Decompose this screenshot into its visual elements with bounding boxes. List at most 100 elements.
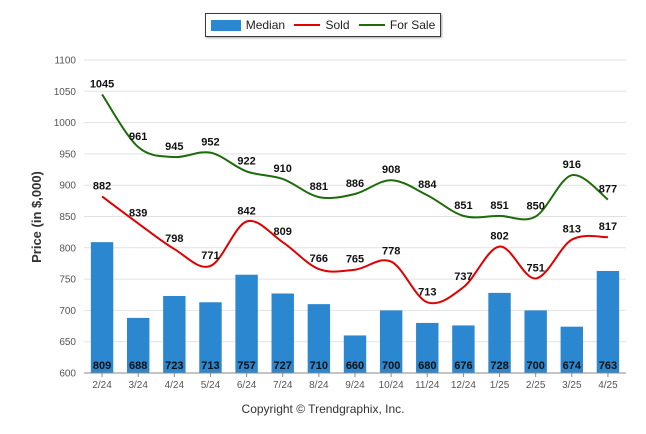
sold-point-label: 882 [93,180,111,192]
legend-label-median: Median [245,18,286,32]
sold-point-label: 809 [274,226,292,238]
sold-point-label: 798 [165,233,183,245]
for-sale-point-label: 908 [382,164,400,176]
sold-point-label: 842 [237,206,255,218]
for-sale-point-label: 881 [310,181,328,193]
for-sale-swatch [358,24,385,26]
median-bar-label: 710 [310,360,328,372]
sold-point-label: 765 [346,254,364,266]
sold-point-label: 778 [382,246,400,258]
sold-point-label: 813 [563,224,581,236]
median-swatch [210,19,241,31]
median-bar-label: 727 [274,360,292,372]
x-tick-label: 11/24 [415,380,440,391]
for-sale-point-label: 850 [526,201,544,213]
x-tick-label: 4/25 [598,380,618,391]
median-bar-label: 700 [382,360,400,372]
x-tick-label: 12/24 [451,380,476,391]
legend-label-sold: Sold [325,18,350,32]
median-bar-label: 723 [165,360,183,372]
y-axis-label: Price (in $,000) [29,171,44,263]
sold-line [101,195,609,305]
sold-point-label: 771 [201,250,219,262]
x-tick-label: 2/25 [526,380,546,391]
y-tick-label: 800 [59,243,76,254]
for-sale-point-label: 910 [274,163,292,175]
x-tick-label: 6/24 [237,380,257,391]
median-bar [452,325,475,373]
y-tick-label: 700 [59,306,76,317]
sold-point-label: 839 [129,207,147,219]
x-tick-label: 7/24 [273,380,293,391]
median-bar [90,242,114,373]
x-tick-label: 8/24 [309,380,329,391]
median-bar [488,292,511,373]
legend: Median Sold For Sale [205,13,441,37]
x-tick-label: 3/25 [562,380,582,391]
for-sale-point-label: 916 [563,159,581,171]
y-tick-label: 1100 [54,56,76,67]
median-bar-label: 757 [237,360,255,372]
legend-item-median[interactable]: Median [210,18,286,32]
median-bar [560,326,584,373]
median-bar-label: 674 [563,360,582,372]
axes: 600 650 700 750 800 850 900 950 1000 1050 1100 2/24… [54,56,626,391]
median-bar-label: 713 [201,360,219,372]
for-sale-point-label: 961 [129,131,147,143]
sold-swatch [294,24,321,26]
median-bar [307,304,331,373]
for-sale-point-label: 945 [165,141,183,153]
median-bar-label: 763 [599,360,617,372]
median-bar-label: 688 [129,360,147,372]
sold-point-label: 802 [490,231,508,243]
median-bar [199,302,222,373]
legend-item-for-sale[interactable]: For Sale [358,18,436,32]
median-bar [596,270,620,373]
sold-point-label: 817 [599,221,617,233]
for-sale-point-label: 877 [599,184,617,196]
copyright-text: Copyright © Trendgraphix, Inc. [241,402,405,416]
median-bar-label: 700 [526,360,544,372]
median-bar [343,335,367,373]
x-tick-label: 1/25 [490,380,510,391]
legend-item-sold[interactable]: Sold [294,18,350,32]
for-sale-point-label: 922 [237,155,255,167]
x-tick-label: 5/24 [201,380,221,391]
legend-label-for-sale: For Sale [389,18,436,32]
y-tick-label: 1050 [54,87,77,98]
median-bar-label: 809 [93,360,111,372]
sold-point-label: 713 [418,286,436,298]
for-sale-line [101,93,609,221]
y-tick-label: 850 [59,212,76,223]
median-bar [416,322,439,373]
median-bar [163,296,186,373]
x-tick-label: 4/24 [165,380,185,391]
median-bar-label: 660 [346,360,364,372]
for-sale-point-label: 1045 [90,78,114,90]
median-bar [235,274,258,373]
for-sale-point-label: 851 [490,200,508,212]
sold-point-label: 751 [526,262,544,274]
median-bars [90,242,620,373]
x-tick-label: 2/24 [92,380,112,391]
y-tick-label: 600 [59,369,76,380]
x-tick-label: 3/24 [128,380,148,391]
y-tick-label: 650 [59,337,76,348]
x-tick-label: 10/24 [379,380,404,391]
median-bar [524,310,547,373]
median-bar [126,317,150,373]
trend-lines [101,93,609,305]
data-labels: 809 688 723 713 757 727 710 660 700 680 676 728 700 6… [90,78,617,372]
median-bar-label: 728 [490,360,508,372]
sold-point-label: 737 [454,271,472,283]
for-sale-point-label: 952 [201,137,219,149]
median-bar [379,310,403,373]
median-bar-label: 680 [418,360,436,372]
for-sale-point-label: 886 [346,178,364,190]
for-sale-point-label: 851 [454,200,472,212]
median-bar [271,293,294,373]
median-bar-label: 676 [454,360,472,372]
y-tick-label: 1000 [54,118,77,129]
for-sale-point-label: 884 [418,179,437,191]
